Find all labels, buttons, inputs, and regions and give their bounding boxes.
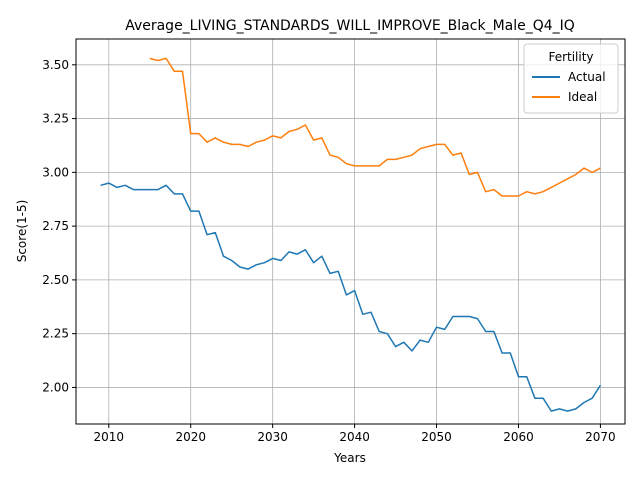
legend-label-actual: Actual <box>568 70 606 84</box>
series-line-ideal <box>149 57 601 197</box>
y-tick-label: 3.25 <box>42 112 69 126</box>
x-axis: 2010 2020 2030 2040 2050 2060 2070 <box>94 424 616 444</box>
x-tick-label: 2030 <box>257 430 288 444</box>
y-tick-label: 2.75 <box>42 219 69 233</box>
y-axis: 2.00 2.25 2.50 2.75 3.00 3.25 3.50 <box>42 58 76 394</box>
series-layer <box>100 57 602 412</box>
legend-box <box>523 43 619 114</box>
y-tick-label: 3.50 <box>42 58 69 72</box>
x-tick-label: 2010 <box>94 430 125 444</box>
x-tick-label: 2050 <box>421 430 452 444</box>
y-axis-label: Score(1-5) <box>15 200 29 263</box>
y-tick-label: 3.00 <box>42 165 69 179</box>
grid <box>76 39 625 424</box>
x-tick-label: 2070 <box>585 430 616 444</box>
plot-frame <box>75 38 626 425</box>
series-line-actual <box>100 182 602 412</box>
x-tick-label: 2020 <box>175 430 206 444</box>
y-tick-label: 2.25 <box>42 327 69 341</box>
y-tick-label: 2.50 <box>42 273 69 287</box>
legend: Fertility Actual Ideal <box>523 43 619 114</box>
legend-label-ideal: Ideal <box>568 90 597 104</box>
chart-title: Average_LIVING_STANDARDS_WILL_IMPROVE_Bl… <box>125 18 575 34</box>
legend-title: Fertility <box>548 50 593 64</box>
y-tick-label: 2.00 <box>42 380 69 394</box>
x-tick-label: 2060 <box>503 430 534 444</box>
x-axis-label: Years <box>333 451 366 465</box>
x-tick-label: 2040 <box>339 430 370 444</box>
